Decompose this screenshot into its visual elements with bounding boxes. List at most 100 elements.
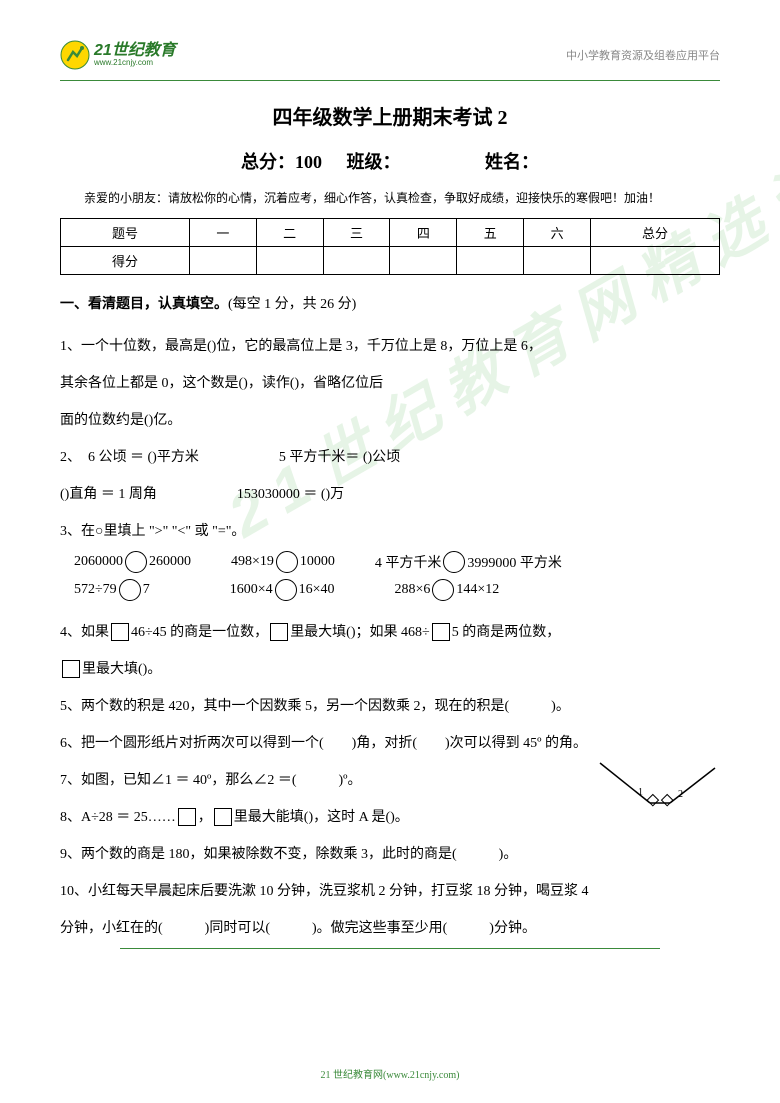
- circle-blank: [276, 551, 298, 573]
- cell: [256, 246, 323, 274]
- table-row: 题号 一 二 三 四 五 六 总分: [61, 218, 720, 246]
- svg-text:2: 2: [678, 789, 683, 800]
- q4-text: 5 的商是两位数，: [452, 625, 561, 640]
- question-2-line1: 2、 6 公顷 ＝ ()平方米 5 平方千米＝ ()公顷: [60, 440, 720, 475]
- header-divider: [60, 80, 720, 81]
- q2-text: 153030000 ＝ (: [237, 487, 326, 502]
- q1-text: 面的位数约是(: [60, 413, 149, 428]
- logo-sub-text: www.21cnjy.com: [94, 59, 176, 67]
- question-3-head: 3、在○里填上 ">" "<" 或 "="。: [60, 514, 720, 549]
- question-8: 8、A÷28 ＝ 25……，里最大能填()，这时 A 是()。: [60, 800, 720, 835]
- question-10-line1: 10、小红每天早晨起床后要洗漱 10 分钟，洗豆浆机 2 分钟，打豆浆 18 分…: [60, 874, 720, 909]
- cmp-left: 4 平方千米: [375, 552, 442, 572]
- q4-text: 4、如果: [60, 625, 109, 640]
- question-2-line2: ()直角 ＝ 1 周角 153030000 ＝ ()万: [60, 477, 720, 512]
- square-blank: [432, 623, 450, 641]
- cmp-right: 10000: [300, 554, 335, 570]
- cmp-right: 3999000 平方米: [467, 552, 562, 572]
- row2-label: 得分: [61, 246, 190, 274]
- cell: [457, 246, 524, 274]
- th-6: 六: [524, 218, 591, 246]
- q2-text: )万: [326, 487, 345, 502]
- q1-text: )亿。: [149, 413, 182, 428]
- cmp-right: 260000: [149, 554, 191, 570]
- circle-blank: [432, 579, 454, 601]
- cell: [323, 246, 390, 274]
- q1-text: 1、一个十位数，最高是(: [60, 339, 212, 354]
- logo-icon: [60, 40, 90, 70]
- th-3: 三: [323, 218, 390, 246]
- cell: [390, 246, 457, 274]
- th-2: 二: [256, 218, 323, 246]
- circle-blank: [119, 579, 141, 601]
- page-title: 四年级数学上册期末考试 2: [60, 101, 720, 130]
- q4-text: 46÷45 的商是一位数，: [131, 625, 268, 640]
- q8-text: 8、A÷28 ＝ 25……: [60, 810, 176, 825]
- cmp-left: 2060000: [74, 554, 123, 570]
- cell: [591, 246, 720, 274]
- q8-text: 里最大能填(: [234, 810, 309, 825]
- section-head-bold: 一、看清题目，认真填空。: [60, 297, 228, 312]
- section-1-head: 一、看清题目，认真填空。(每空 1 分，共 26 分): [60, 293, 720, 313]
- question-4: 4、如果 46÷45 的商是一位数， 里最大填()；如果 468÷ 5 的商是两位数，: [60, 615, 720, 650]
- q4-text: 里最大填(: [290, 625, 351, 640]
- q8-text: )。: [390, 810, 409, 825]
- table-row: 得分: [61, 246, 720, 274]
- cmp-right: 16×40: [299, 582, 335, 598]
- cmp-left: 1600×4: [230, 582, 273, 598]
- cmp-right: 7: [143, 582, 150, 598]
- cmp-left: 572÷79: [74, 582, 117, 598]
- compare-item: 1600×4 16×40: [230, 579, 335, 601]
- th-total: 总分: [591, 218, 720, 246]
- header-right-text: 中小学教育资源及组卷应用平台: [566, 47, 720, 63]
- q4-text: )；如果 468÷: [351, 625, 430, 640]
- question-4-line2: 里最大填()。: [60, 652, 720, 687]
- th-label: 题号: [61, 218, 190, 246]
- q7-text: 7、如图，已知∠1 ＝ 40º，那么∠2 ＝( )º。: [60, 773, 362, 788]
- intro-text: 亲爱的小朋友：请放松你的心情，沉着应考，细心作答，认真检查，争取好成绩，迎接快乐…: [60, 188, 720, 210]
- square-blank: [62, 660, 80, 678]
- q1-text: )位，它的最高位上是 3，千万位上是 8，万位上是 6，: [212, 339, 542, 354]
- subtitle-score: 总分：100: [241, 148, 322, 174]
- cell: [524, 246, 591, 274]
- th-1: 一: [189, 218, 256, 246]
- page-header: 21世纪教育 www.21cnjy.com 中小学教育资源及组卷应用平台: [60, 40, 720, 72]
- q1-text: )，省略亿位后: [295, 376, 384, 391]
- score-table: 题号 一 二 三 四 五 六 总分 得分: [60, 218, 720, 275]
- subtitle-class: 班级：: [347, 148, 401, 174]
- q2-text: 2、 6 公顷 ＝ (: [60, 450, 152, 465]
- circle-blank: [443, 551, 465, 573]
- q1-text: )，读作(: [243, 376, 294, 391]
- subtitle-row: 总分：100 班级： 姓名：: [60, 148, 720, 174]
- square-blank: [270, 623, 288, 641]
- question-1-line2: 其余各位上都是 0，这个数是()，读作()，省略亿位后: [60, 366, 720, 401]
- compare-item: 572÷79 7: [74, 579, 150, 601]
- question-10-line2: 分钟，小红在的( )同时可以( )。做完这些事至少用( )分钟。: [60, 911, 720, 946]
- footer-text: 21 世纪教育网(www.21cnjy.com): [0, 1066, 780, 1081]
- question-1: 1、一个十位数，最高是()位，它的最高位上是 3，千万位上是 8，万位上是 6，: [60, 329, 720, 364]
- footer-divider: [120, 948, 660, 949]
- compare-item: 4 平方千米 3999000 平方米: [375, 551, 562, 573]
- th-4: 四: [390, 218, 457, 246]
- circle-blank: [125, 551, 147, 573]
- q2-text: )直角 ＝ 1 周角: [65, 487, 157, 502]
- cmp-right: 144×12: [456, 582, 499, 598]
- logo-area: 21世纪教育 www.21cnjy.com: [60, 40, 176, 70]
- q8-text: )，这时 A 是(: [308, 810, 390, 825]
- q1-text: 其余各位上都是 0，这个数是(: [60, 376, 243, 391]
- square-blank: [178, 808, 196, 826]
- cell: [189, 246, 256, 274]
- cmp-left: 288×6: [395, 582, 431, 598]
- compare-item: 2060000 260000: [74, 551, 191, 573]
- svg-text:1: 1: [638, 787, 643, 798]
- q4-text: 里最大填(: [82, 662, 143, 677]
- th-5: 五: [457, 218, 524, 246]
- question-7: 7、如图，已知∠1 ＝ 40º，那么∠2 ＝( )º。 1 2: [60, 763, 720, 798]
- compare-item: 498×1910000: [231, 551, 335, 573]
- q4-text: )。: [143, 662, 162, 677]
- square-blank: [214, 808, 232, 826]
- square-blank: [111, 623, 129, 641]
- subtitle-name: 姓名：: [485, 148, 539, 174]
- question-3-row2: 572÷79 7 1600×4 16×40 288×6 144×12: [74, 579, 720, 601]
- circle-blank: [275, 579, 297, 601]
